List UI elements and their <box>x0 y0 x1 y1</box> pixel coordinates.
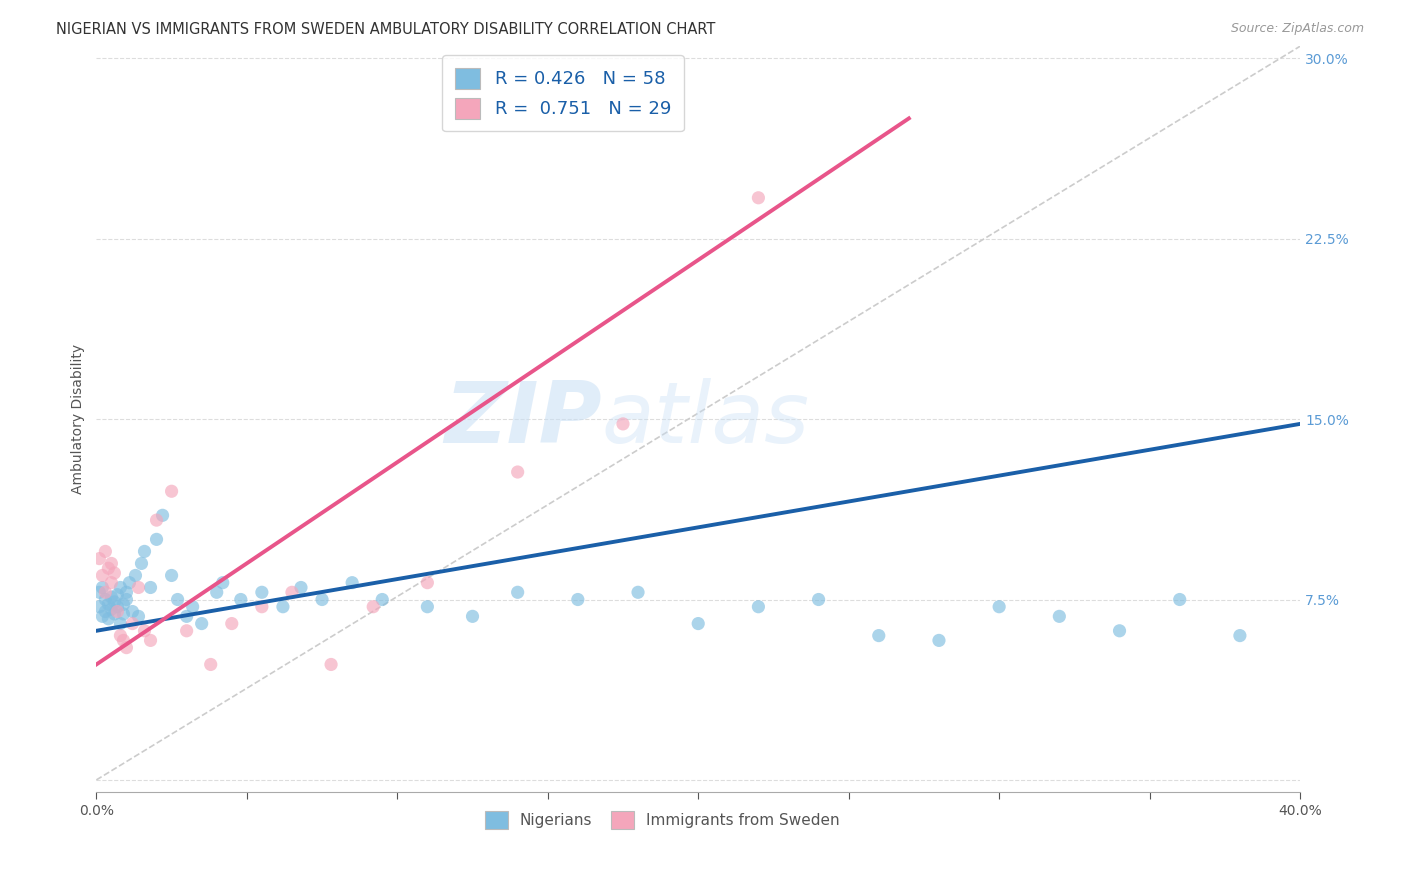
Point <box>127 609 149 624</box>
Text: NIGERIAN VS IMMIGRANTS FROM SWEDEN AMBULATORY DISABILITY CORRELATION CHART: NIGERIAN VS IMMIGRANTS FROM SWEDEN AMBUL… <box>56 22 716 37</box>
Point <box>100 602 122 616</box>
Point <box>115 585 138 599</box>
Point <box>134 544 156 558</box>
Point <box>250 599 273 614</box>
Point <box>205 585 228 599</box>
Point <box>200 657 222 672</box>
Point <box>91 609 114 624</box>
Point <box>176 609 198 624</box>
Y-axis label: Ambulatory Disability: Ambulatory Disability <box>72 344 86 494</box>
Point <box>89 551 111 566</box>
Point <box>91 581 114 595</box>
Point <box>139 633 162 648</box>
Text: Source: ZipAtlas.com: Source: ZipAtlas.com <box>1230 22 1364 36</box>
Point <box>747 599 769 614</box>
Point <box>747 191 769 205</box>
Point <box>928 633 950 648</box>
Point <box>250 585 273 599</box>
Point <box>134 624 156 638</box>
Point <box>97 561 120 575</box>
Point <box>107 605 129 619</box>
Point <box>229 592 252 607</box>
Point <box>91 568 114 582</box>
Point <box>131 557 153 571</box>
Point <box>127 581 149 595</box>
Legend: Nigerians, Immigrants from Sweden: Nigerians, Immigrants from Sweden <box>477 804 846 837</box>
Point <box>290 581 312 595</box>
Point <box>145 533 167 547</box>
Point <box>94 605 117 619</box>
Point <box>506 465 529 479</box>
Point <box>100 590 122 604</box>
Point <box>121 605 143 619</box>
Point <box>807 592 830 607</box>
Point <box>461 609 484 624</box>
Point <box>416 575 439 590</box>
Point <box>271 599 294 614</box>
Point <box>211 575 233 590</box>
Point <box>319 657 342 672</box>
Point <box>361 599 384 614</box>
Point <box>160 568 183 582</box>
Point <box>688 616 710 631</box>
Point <box>627 585 650 599</box>
Point <box>124 568 146 582</box>
Point <box>1229 629 1251 643</box>
Point <box>107 599 129 614</box>
Point <box>190 616 212 631</box>
Point <box>1168 592 1191 607</box>
Point <box>94 544 117 558</box>
Point <box>103 595 125 609</box>
Point <box>371 592 394 607</box>
Point <box>100 575 122 590</box>
Point <box>340 575 363 590</box>
Point <box>868 629 890 643</box>
Point <box>94 585 117 599</box>
Point <box>112 633 135 648</box>
Point <box>115 640 138 655</box>
Point <box>1047 609 1070 624</box>
Point <box>118 575 141 590</box>
Point <box>281 585 304 599</box>
Point <box>166 592 188 607</box>
Point <box>121 616 143 631</box>
Point <box>97 597 120 611</box>
Point <box>115 592 138 607</box>
Point <box>181 599 204 614</box>
Text: atlas: atlas <box>602 377 810 460</box>
Point <box>221 616 243 631</box>
Point <box>311 592 333 607</box>
Point <box>89 585 111 599</box>
Point <box>506 585 529 599</box>
Point <box>988 599 1011 614</box>
Point <box>110 616 132 631</box>
Point <box>94 592 117 607</box>
Point <box>612 417 634 431</box>
Point <box>107 588 129 602</box>
Point <box>1108 624 1130 638</box>
Point <box>145 513 167 527</box>
Point <box>89 599 111 614</box>
Point <box>110 629 132 643</box>
Point <box>112 597 135 611</box>
Point <box>416 599 439 614</box>
Point <box>112 607 135 621</box>
Point <box>139 581 162 595</box>
Point <box>100 557 122 571</box>
Point <box>103 566 125 580</box>
Point <box>97 612 120 626</box>
Point <box>176 624 198 638</box>
Point <box>152 508 174 523</box>
Text: ZIP: ZIP <box>444 377 602 460</box>
Point <box>160 484 183 499</box>
Point <box>110 581 132 595</box>
Point <box>567 592 589 607</box>
Point <box>103 607 125 621</box>
